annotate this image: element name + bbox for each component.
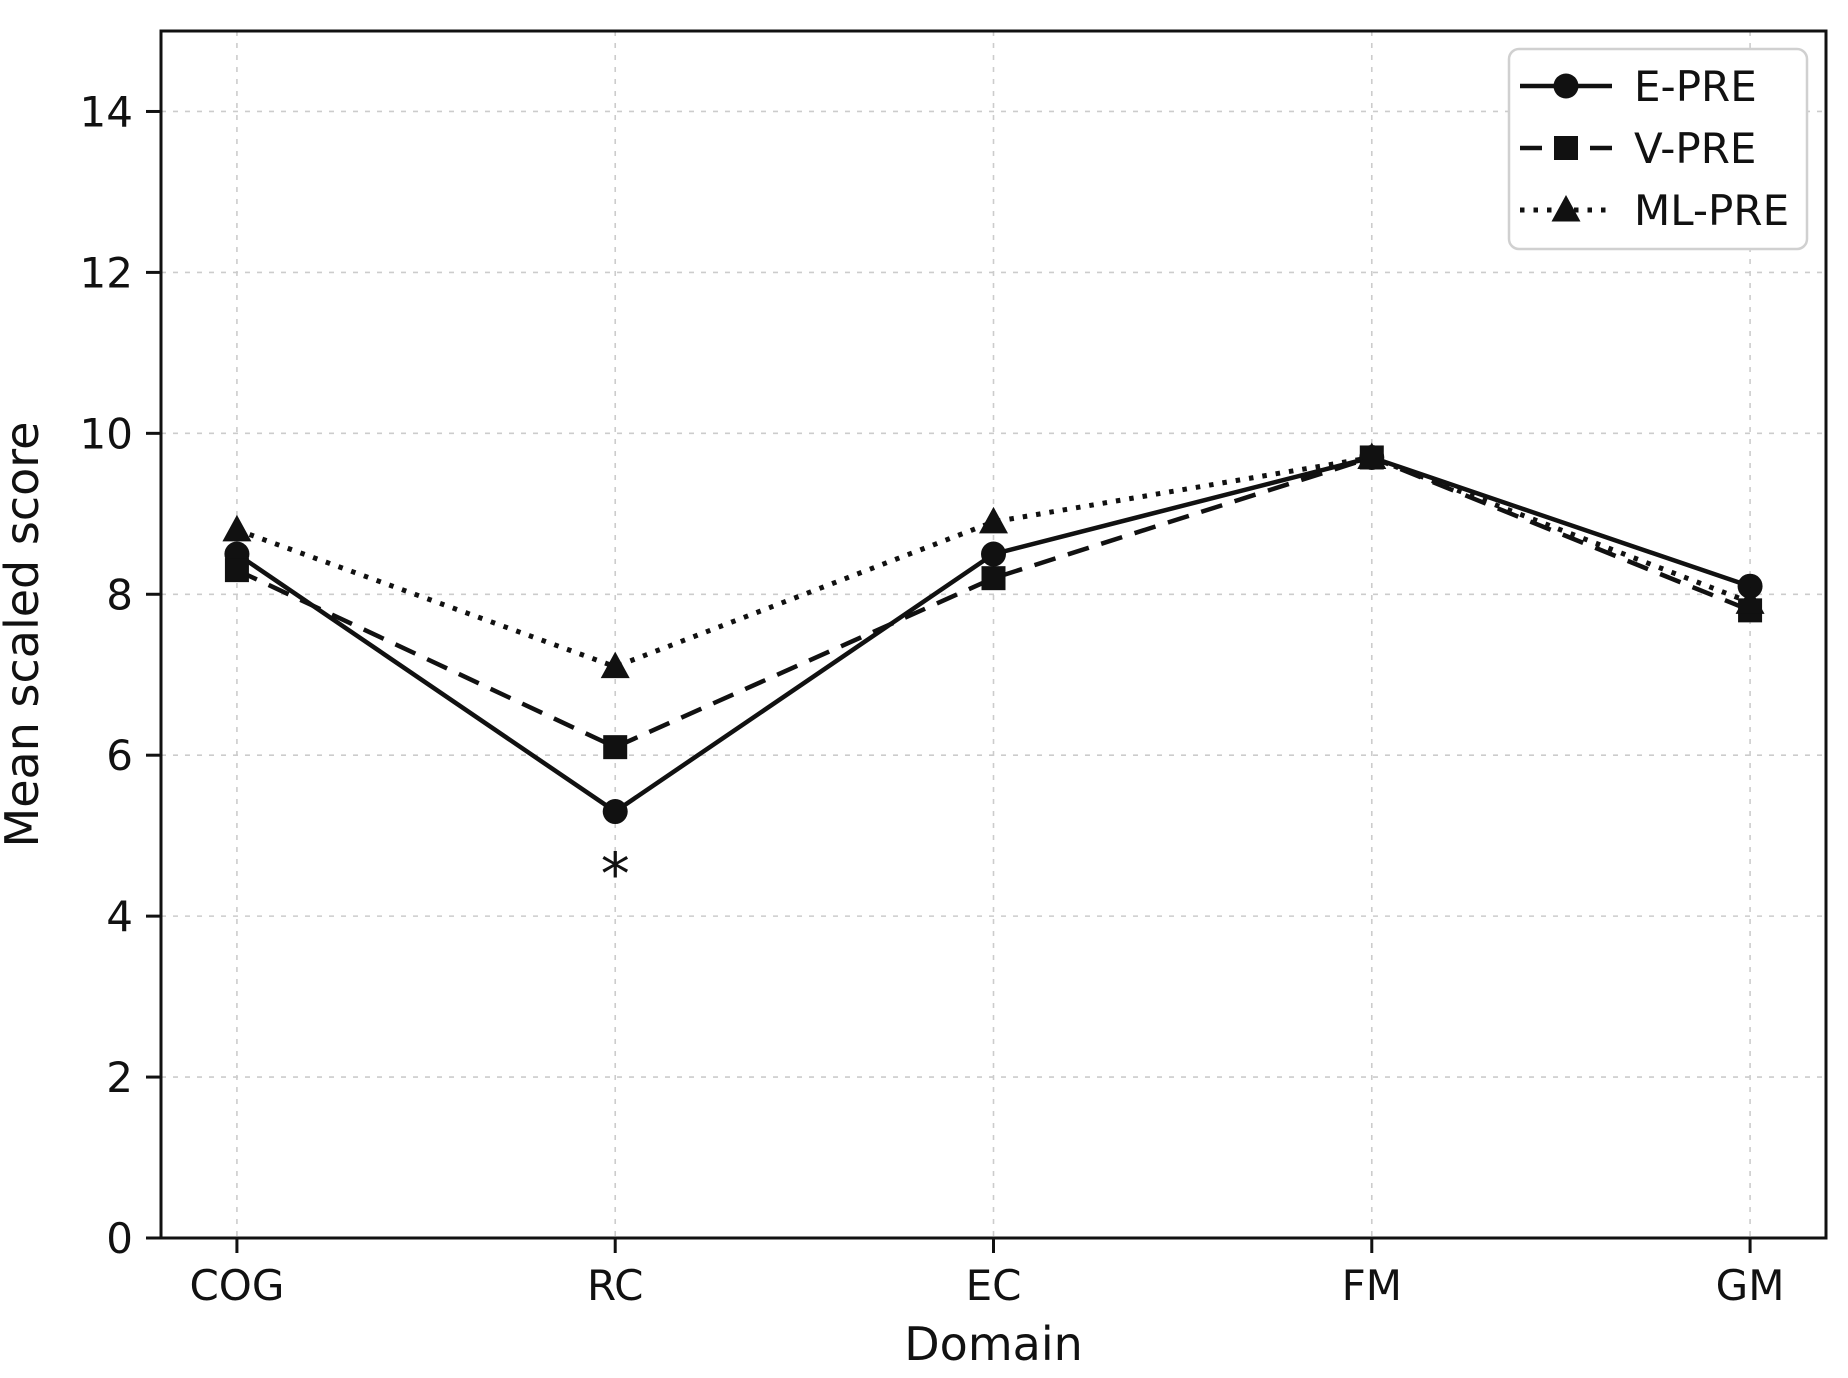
x-axis-label: Domain	[904, 1317, 1083, 1371]
y-tick-label: 12	[80, 248, 133, 297]
data-point-ml-pre-fm	[1357, 442, 1387, 469]
y-tick-label: 14	[80, 87, 133, 136]
series-v-pre	[224, 445, 1763, 760]
y-tick-label: 4	[106, 892, 133, 941]
x-tick-label: EC	[966, 1261, 1022, 1310]
data-point-ml-pre-cog	[222, 514, 252, 542]
y-tick-label: 8	[106, 570, 133, 619]
x-tick-label: COG	[189, 1261, 284, 1310]
data-point-ml-pre-rc	[600, 651, 630, 679]
series-ml-pre	[222, 442, 1765, 679]
legend-item-label: V-PRE	[1634, 124, 1756, 173]
legend-item-label: ML-PRE	[1634, 186, 1789, 235]
data-point-v-pre-cog	[224, 558, 249, 583]
legend-marker-circle	[1553, 73, 1579, 99]
data-point-ml-pre-ec	[979, 506, 1008, 534]
y-tick-label: 6	[106, 731, 133, 780]
legend-item-ml-pre: ML-PRE	[1520, 186, 1789, 235]
x-tick-label: RC	[587, 1261, 643, 1310]
series-line-v-pre	[235, 455, 1751, 750]
legend-item-label: E-PRE	[1634, 62, 1757, 111]
legend-marker-triangle	[1551, 195, 1581, 222]
y-tick-label: 10	[80, 409, 133, 458]
data-point-v-pre-rc	[603, 735, 628, 760]
y-tick-label: 2	[106, 1053, 133, 1102]
legend-item-v-pre: V-PRE	[1520, 124, 1756, 173]
legend-marker-square	[1554, 136, 1578, 160]
data-point-e-pre-rc	[602, 799, 628, 825]
legend-item-e-pre: E-PRE	[1520, 62, 1757, 111]
legend-box	[1507, 47, 1809, 251]
data-point-e-pre-ec	[981, 541, 1006, 567]
y-tick-label: 0	[106, 1214, 133, 1263]
data-point-v-pre-ec	[981, 566, 1006, 591]
series-line-ml-pre	[236, 454, 1751, 670]
data-point-e-pre-gm	[1737, 573, 1763, 599]
x-tick-label: FM	[1342, 1261, 1402, 1310]
y-axis-label: Mean scaled score	[0, 422, 49, 848]
data-point-ml-pre-gm	[1735, 587, 1765, 614]
significance-asterisk: *	[601, 840, 630, 908]
x-tick-label: GM	[1716, 1261, 1785, 1310]
